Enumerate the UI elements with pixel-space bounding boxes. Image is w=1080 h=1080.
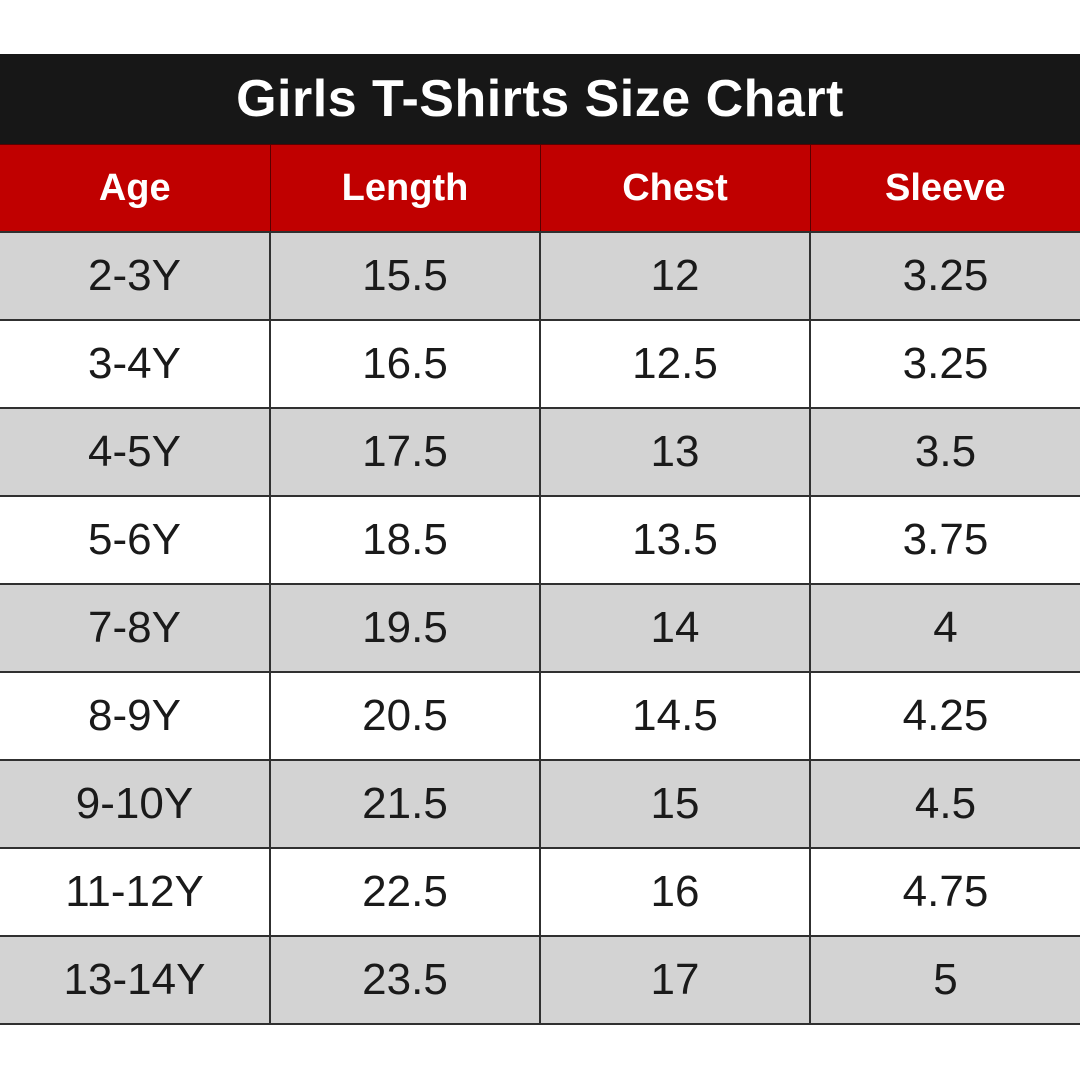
cell-sleeve: 5 bbox=[809, 935, 1080, 1025]
cell-age: 3-4Y bbox=[0, 319, 271, 409]
table-row: 2-3Y 15.5 12 3.25 bbox=[0, 231, 1080, 321]
cell-length: 23.5 bbox=[269, 935, 541, 1025]
cell-sleeve: 3.5 bbox=[809, 407, 1080, 497]
column-header-sleeve: Sleeve bbox=[809, 144, 1080, 233]
table-row: 4-5Y 17.5 13 3.5 bbox=[0, 407, 1080, 497]
cell-sleeve: 3.25 bbox=[809, 231, 1080, 321]
cell-sleeve: 4.25 bbox=[809, 671, 1080, 761]
cell-age: 8-9Y bbox=[0, 671, 271, 761]
cell-sleeve: 4 bbox=[809, 583, 1080, 673]
cell-sleeve: 3.25 bbox=[809, 319, 1080, 409]
cell-chest: 17 bbox=[539, 935, 811, 1025]
column-header-length: Length bbox=[269, 144, 541, 233]
cell-length: 21.5 bbox=[269, 759, 541, 849]
cell-length: 19.5 bbox=[269, 583, 541, 673]
cell-chest: 14 bbox=[539, 583, 811, 673]
cell-length: 15.5 bbox=[269, 231, 541, 321]
table-row: 7-8Y 19.5 14 4 bbox=[0, 583, 1080, 673]
table-row: 11-12Y 22.5 16 4.75 bbox=[0, 847, 1080, 937]
cell-age: 13-14Y bbox=[0, 935, 271, 1025]
cell-length: 17.5 bbox=[269, 407, 541, 497]
table-row: 13-14Y 23.5 17 5 bbox=[0, 935, 1080, 1025]
cell-chest: 16 bbox=[539, 847, 811, 937]
cell-chest: 13 bbox=[539, 407, 811, 497]
table-row: 8-9Y 20.5 14.5 4.25 bbox=[0, 671, 1080, 761]
cell-sleeve: 4.75 bbox=[809, 847, 1080, 937]
column-header-chest: Chest bbox=[539, 144, 811, 233]
size-chart: Girls T-Shirts Size Chart Age Length Che… bbox=[0, 54, 1080, 1025]
cell-age: 9-10Y bbox=[0, 759, 271, 849]
cell-sleeve: 4.5 bbox=[809, 759, 1080, 849]
cell-chest: 12.5 bbox=[539, 319, 811, 409]
cell-length: 22.5 bbox=[269, 847, 541, 937]
size-table: Age Length Chest Sleeve 2-3Y 15.5 12 3.2… bbox=[0, 144, 1080, 1025]
cell-chest: 15 bbox=[539, 759, 811, 849]
cell-length: 18.5 bbox=[269, 495, 541, 585]
cell-age: 7-8Y bbox=[0, 583, 271, 673]
cell-length: 20.5 bbox=[269, 671, 541, 761]
cell-age: 4-5Y bbox=[0, 407, 271, 497]
header-row: Age Length Chest Sleeve bbox=[0, 144, 1080, 233]
cell-chest: 14.5 bbox=[539, 671, 811, 761]
table-row: 5-6Y 18.5 13.5 3.75 bbox=[0, 495, 1080, 585]
chart-title: Girls T-Shirts Size Chart bbox=[0, 54, 1080, 144]
cell-sleeve: 3.75 bbox=[809, 495, 1080, 585]
table-row: 9-10Y 21.5 15 4.5 bbox=[0, 759, 1080, 849]
cell-age: 2-3Y bbox=[0, 231, 271, 321]
cell-age: 5-6Y bbox=[0, 495, 271, 585]
cell-age: 11-12Y bbox=[0, 847, 271, 937]
cell-chest: 12 bbox=[539, 231, 811, 321]
table-row: 3-4Y 16.5 12.5 3.25 bbox=[0, 319, 1080, 409]
cell-chest: 13.5 bbox=[539, 495, 811, 585]
column-header-age: Age bbox=[0, 144, 271, 233]
cell-length: 16.5 bbox=[269, 319, 541, 409]
